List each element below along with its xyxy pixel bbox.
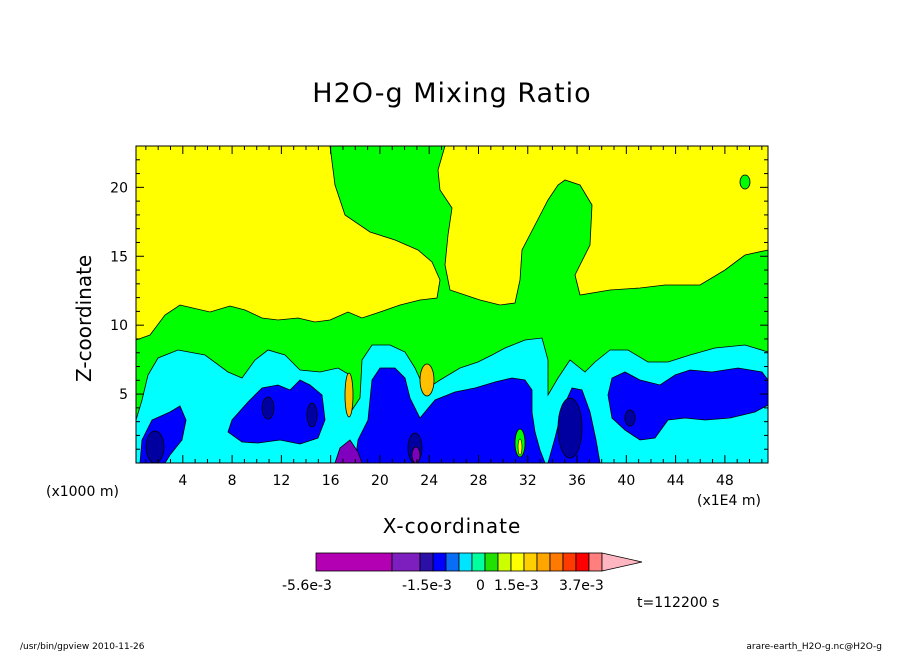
colorbar-swatch <box>588 552 603 572</box>
x-tick-label: 8 <box>228 473 237 489</box>
x-tick-label: 20 <box>371 473 389 489</box>
colorbar-arrow <box>601 552 643 572</box>
colorbar-label: 0 <box>476 578 485 594</box>
colorbar-swatch <box>315 552 393 572</box>
region-darkblue-1 <box>145 430 165 463</box>
footer-program: /usr/bin/gpview 2010-11-26 <box>20 642 145 652</box>
region-blue-5 <box>607 367 768 441</box>
x-tick-label: 28 <box>470 473 488 489</box>
colorbar-swatch <box>458 552 473 572</box>
y-tick-label: 5 <box>119 387 128 403</box>
x-tick-label: 36 <box>568 473 586 489</box>
region-darkblue-5 <box>624 409 636 427</box>
colorbar-swatch <box>510 552 525 572</box>
x-tick-label: 44 <box>667 473 685 489</box>
colorbar-swatch <box>471 552 486 572</box>
colorbar-swatch <box>497 552 512 572</box>
chart-title: H2O-g Mixing Ratio <box>312 78 592 109</box>
colorbar-swatch <box>432 552 447 572</box>
colorbar-swatch <box>484 552 499 572</box>
region-blue-2 <box>227 379 326 445</box>
x-tick-label: 16 <box>322 473 340 489</box>
x-unit-label: (x1000 m) <box>46 484 119 500</box>
x-axis-label: X-coordinate <box>382 514 522 538</box>
region-green-blob <box>739 174 751 190</box>
time-label: t=112200 s <box>637 595 720 611</box>
x-tick-label: 24 <box>420 473 438 489</box>
footer-file: arare-earth_H2O-g.nc@H2O-g <box>746 642 882 652</box>
x-tick-label: 12 <box>272 473 290 489</box>
region-purple-2 <box>411 446 421 463</box>
colorbar-swatch <box>549 552 564 572</box>
colorbar: -5.6e-3 -1.5e-3 0 1.5e-3 3.7e-3 <box>282 552 643 594</box>
y-tick-label: 15 <box>110 249 128 265</box>
region-purple-1 <box>334 439 363 463</box>
colorbar-swatch <box>445 552 460 572</box>
colorbar-label: 3.7e-3 <box>559 578 604 594</box>
colorbar-label: -5.6e-3 <box>282 578 332 594</box>
colorbar-swatch <box>523 552 538 572</box>
region-orange-2 <box>344 372 354 418</box>
contour-fields <box>136 146 768 463</box>
x-tick-label: 32 <box>519 473 537 489</box>
region-darkblue-4 <box>557 397 583 459</box>
colorbar-swatch <box>536 552 551 572</box>
region-yellow-spot <box>517 438 523 456</box>
region-darkblue-2 <box>261 396 275 420</box>
plot-frame <box>135 145 769 464</box>
x-multiplier-label: (x1E4 m) <box>697 493 761 509</box>
colorbar-label: -1.5e-3 <box>402 578 452 594</box>
region-darkblue-3 <box>306 402 318 428</box>
y-tick-label: 20 <box>110 180 128 196</box>
region-orange-1 <box>419 363 435 397</box>
x-tick-label: 40 <box>617 473 635 489</box>
colorbar-swatch <box>562 552 577 572</box>
colorbar-swatch <box>575 552 590 572</box>
x-tick-label: 4 <box>178 473 187 489</box>
region-blue-3 <box>354 367 546 463</box>
y-tick-label: 10 <box>110 318 128 334</box>
x-tick-label: 48 <box>716 473 734 489</box>
colorbar-label: 1.5e-3 <box>494 578 539 594</box>
colorbar-swatch <box>391 552 421 572</box>
colorbar-swatch <box>419 552 434 572</box>
